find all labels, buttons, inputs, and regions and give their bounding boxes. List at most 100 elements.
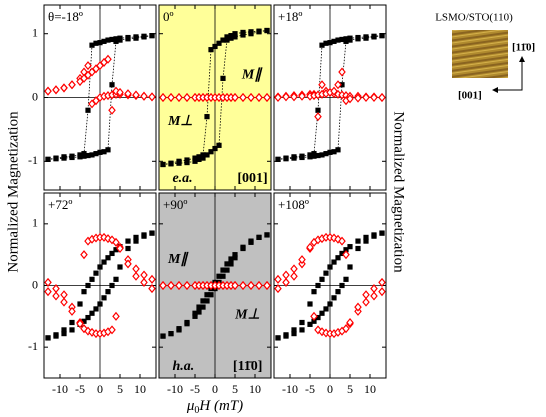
data-point: [159, 280, 167, 291]
panel-frame: [43, 192, 157, 379]
data-point: [314, 112, 322, 122]
data-point: [331, 149, 337, 155]
data-point: [148, 92, 156, 102]
data-point: [248, 31, 254, 37]
data-point: [192, 313, 198, 319]
data-point: [192, 158, 198, 164]
data-point: [347, 37, 353, 43]
data-point: [97, 149, 103, 155]
data-point: [200, 304, 206, 310]
data-point: [282, 277, 290, 287]
panel: 0º M∥ M⊥ e.a. [001]: [158, 4, 272, 191]
data-point: [105, 255, 111, 261]
x-tick-label: 10: [134, 382, 146, 396]
data-point: [108, 325, 116, 335]
panel-frame: [43, 4, 157, 191]
data-point: [61, 327, 67, 333]
data-point: [85, 314, 91, 321]
data-point: [52, 85, 60, 95]
annotation: M⊥: [234, 307, 260, 322]
data-point: [354, 93, 362, 103]
data-point: [117, 37, 123, 43]
data-point: [167, 280, 175, 291]
data-point: [45, 335, 51, 341]
data-point: [239, 92, 247, 103]
data-point: [196, 156, 202, 162]
data-point: [44, 277, 52, 287]
data-point: [347, 244, 353, 250]
plot-area: [159, 232, 271, 339]
data-point: [299, 327, 305, 333]
annotation: M⊥: [167, 114, 193, 129]
panel: +18º: [273, 4, 387, 191]
data-point: [220, 75, 226, 81]
data-point: [160, 333, 166, 339]
data-point: [256, 29, 262, 35]
data-point: [339, 36, 345, 43]
data-point: [240, 32, 246, 38]
data-point: [224, 37, 230, 43]
data-point: [105, 37, 111, 43]
data-point: [327, 264, 333, 270]
data-point: [264, 232, 270, 238]
data-point: [362, 290, 370, 300]
inset-axis-horizontal: [001]: [458, 90, 482, 102]
data-point: [125, 36, 131, 42]
data-point: [231, 92, 239, 103]
data-point: [204, 114, 210, 120]
data-point: [133, 234, 139, 240]
data-point: [89, 42, 95, 48]
data-point: [81, 318, 87, 324]
data-point: [113, 38, 119, 44]
y-tick-label: -1: [28, 339, 38, 353]
data-point: [117, 264, 123, 270]
panel-frame: [158, 192, 272, 379]
data-point: [109, 36, 115, 43]
data-point: [323, 40, 329, 46]
data-point: [101, 149, 107, 155]
data-point: [60, 83, 68, 93]
panel-frame: [273, 192, 387, 379]
data-point: [228, 261, 234, 267]
data-point: [335, 289, 341, 295]
data-point: [323, 270, 329, 276]
data-point: [77, 301, 83, 307]
x-label-sub: 0: [194, 405, 199, 416]
plot-area: [274, 33, 386, 162]
data-point: [291, 327, 297, 333]
data-point: [318, 80, 326, 90]
data-point: [378, 287, 386, 297]
data-point: [255, 92, 263, 103]
data-point: [192, 155, 198, 161]
data-point: [224, 267, 230, 273]
data-point: [335, 255, 341, 261]
data-point: [175, 92, 183, 103]
data-point: [141, 233, 147, 239]
x-tick-label: 5: [347, 382, 353, 396]
x-tick-label: -5: [75, 382, 85, 396]
data-point: [310, 311, 318, 321]
data-point: [282, 92, 290, 102]
data-point: [311, 318, 317, 324]
x-tick-label: -10: [282, 382, 298, 396]
panel: -10 -5 0 5 10-101+72º: [28, 192, 157, 396]
data-point: [339, 82, 345, 88]
data-point: [140, 277, 148, 287]
data-point: [346, 94, 354, 104]
data-point: [81, 289, 87, 295]
data-point: [80, 250, 88, 260]
data-point: [290, 92, 298, 102]
data-point: [370, 92, 378, 103]
data-point: [311, 289, 317, 295]
y-tick-label: 0: [32, 277, 38, 291]
x-tick-label: 0: [212, 382, 218, 396]
inset-arrow-line: [498, 60, 523, 91]
data-point: [314, 325, 322, 335]
data-point: [97, 40, 103, 46]
data-point: [175, 280, 183, 291]
panel-title: +72º: [48, 197, 72, 212]
data-point: [61, 331, 67, 337]
data-point: [148, 274, 156, 284]
data-point: [355, 36, 361, 42]
data-point: [105, 147, 111, 153]
